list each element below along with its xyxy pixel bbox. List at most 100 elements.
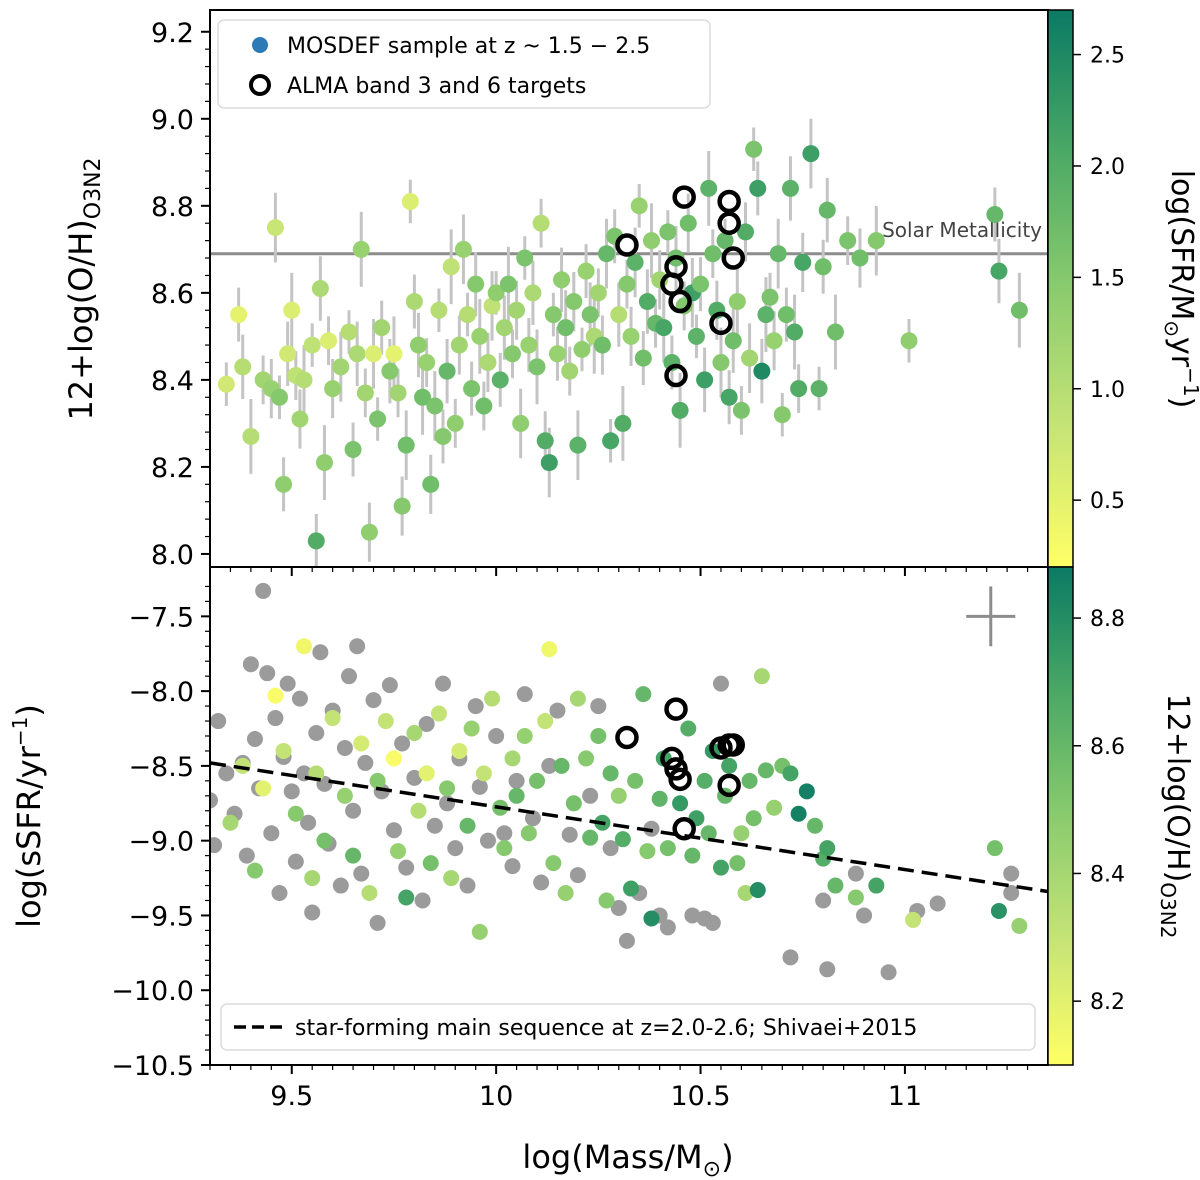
data-point: [340, 323, 358, 341]
data-point: [210, 713, 227, 730]
data-point: [516, 686, 533, 703]
data-point: [565, 795, 582, 812]
data-point: [345, 847, 362, 864]
data-point: [459, 306, 477, 324]
colorbar-tick-label: 0.5: [1090, 489, 1125, 514]
data-point: [357, 754, 374, 771]
data-point: [504, 750, 521, 767]
data-point: [296, 638, 313, 655]
data-point: [627, 772, 644, 789]
top-colorbar: 0.5 1.0 1.5 2.0 2.5 log(SFR/M⊙yr−1): [1047, 9, 1200, 568]
data-point: [757, 762, 774, 779]
data-point: [275, 475, 293, 493]
data-point: [381, 362, 399, 380]
bottom-colorbar-title: 12+log(O/H)O3N2: [1156, 694, 1195, 939]
top-legend: MOSDEF sample at z ~ 1.5 − 2.5 ALMA band…: [217, 19, 711, 109]
data-point: [781, 179, 799, 197]
data-point: [483, 297, 501, 315]
data-point: [303, 336, 321, 354]
data-point: [557, 319, 575, 337]
data-point: [618, 932, 635, 949]
data-point: [409, 336, 427, 354]
data-point: [304, 904, 321, 921]
bottom-colorbar: 8.2 8.4 8.6 8.8 12+log(O/H)O3N2: [1047, 566, 1195, 1066]
data-point: [684, 847, 701, 864]
data-point: [635, 686, 652, 703]
data-point: [990, 262, 1008, 280]
data-point: [737, 885, 754, 902]
data-point: [614, 414, 632, 432]
data-point: [508, 772, 525, 789]
data-point: [418, 353, 436, 371]
data-point: [655, 319, 673, 337]
data-point: [389, 384, 407, 402]
data-point: [242, 427, 260, 445]
data-point: [373, 319, 391, 337]
data-point: [782, 949, 799, 966]
alma-target-marker: [721, 246, 745, 270]
data-point: [684, 907, 701, 924]
data-point: [724, 332, 742, 350]
data-point: [745, 810, 762, 827]
colorbar-tick-label: 8.2: [1090, 990, 1125, 1015]
data-point: [324, 380, 342, 398]
data-point: [569, 690, 586, 707]
data-point: [499, 275, 517, 293]
bottom-gray-points: [210, 582, 1020, 981]
data-point: [345, 802, 362, 819]
y-tick-label: −10.0: [111, 976, 194, 1007]
data-point: [414, 388, 432, 406]
alma-target-marker: [717, 211, 741, 235]
data-point: [454, 240, 472, 258]
data-point: [217, 375, 235, 393]
alma-target-marker: [672, 816, 696, 841]
data-point: [867, 232, 885, 250]
data-point: [315, 454, 333, 472]
data-point: [766, 799, 783, 816]
alma-target-marker: [660, 746, 684, 771]
top-colorbar-ticks: 0.5 1.0 1.5 2.0 2.5: [1073, 44, 1125, 514]
data-point: [439, 795, 456, 812]
data-point: [639, 843, 656, 860]
data-point: [365, 692, 382, 709]
data-point: [238, 847, 255, 864]
data-point: [905, 911, 922, 928]
data-point: [536, 432, 554, 450]
data-point: [610, 787, 627, 804]
data-point: [434, 427, 452, 445]
alma-target-marker: [664, 254, 688, 279]
data-point: [266, 219, 284, 237]
data-point: [516, 249, 534, 267]
data-point: [659, 223, 677, 241]
data-point: [271, 885, 288, 902]
data-point: [602, 840, 619, 857]
data-point: [630, 197, 648, 215]
data-point: [549, 702, 566, 719]
data-point: [520, 825, 537, 842]
y-tick-label: −8.5: [128, 752, 194, 783]
data-point: [847, 889, 864, 906]
data-point: [524, 284, 542, 302]
data-point: [749, 882, 766, 899]
data-point: [704, 914, 721, 931]
data-point: [443, 870, 460, 887]
legend-mosdef-label: MOSDEF sample at z ~ 1.5 − 2.5: [287, 34, 650, 59]
data-point: [467, 275, 485, 293]
data-point: [582, 787, 599, 804]
data-point: [582, 829, 599, 846]
data-point: [716, 232, 734, 250]
x-axis-title: log(Mass/M⊙): [522, 1138, 733, 1180]
data-point: [986, 840, 1003, 857]
data-point: [696, 772, 713, 789]
data-point: [753, 668, 770, 685]
data-point: [704, 245, 722, 263]
data-point: [283, 783, 300, 800]
y-tick-label: 8.0: [151, 540, 194, 571]
data-point: [263, 825, 280, 842]
data-point: [512, 414, 530, 432]
data-point: [672, 795, 689, 812]
data-point: [634, 349, 652, 367]
data-point: [753, 362, 771, 380]
data-point: [398, 859, 415, 876]
